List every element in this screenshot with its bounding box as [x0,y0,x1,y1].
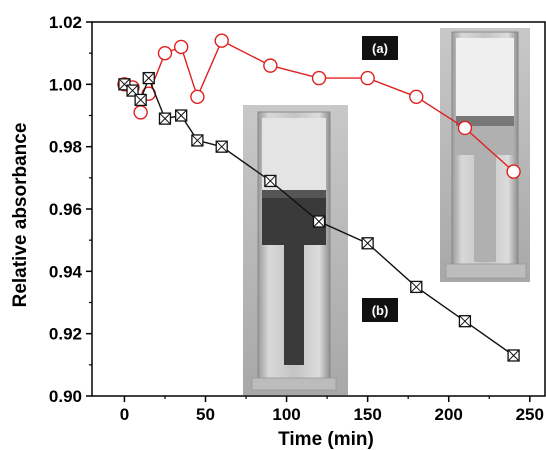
data-point [173,39,189,55]
x-tick-label: 200 [435,405,463,424]
x-tick-label: 100 [272,405,300,424]
data-point [360,70,375,86]
series-a-label: (a) [372,41,388,56]
data-point [142,71,155,85]
data-point [157,45,173,61]
data-point [214,33,229,48]
data-point [190,89,205,105]
y-tick-label: 0.92 [49,325,82,344]
series-b-label-box: (b) [362,298,398,322]
series-b [118,71,520,362]
data-point [264,174,277,188]
y-axis-label: Relative absorbance [10,123,31,308]
y-tick-label: 1.00 [49,75,82,94]
y-tick-label: 0.94 [49,262,83,281]
data-point [458,315,472,328]
data-point [507,349,520,362]
y-tick-label: 0.98 [49,138,82,157]
data-point [361,237,374,250]
data-point [311,70,327,86]
data-point [409,89,424,105]
inset-photo-a [440,28,530,282]
axis-ticks [86,21,531,402]
data-point [158,112,172,125]
data-point [175,109,188,122]
data-point [191,134,204,147]
data-point [134,93,147,107]
x-tick-label: 150 [353,405,381,424]
data-point [312,215,326,228]
axis-tick-labels: 0 50 100 150 200 250 0.90 0.92 0.94 0.96 0.98 1.00 1… [49,13,544,424]
inset-photo-b [243,105,348,395]
y-tick-label: 0.90 [49,387,82,406]
x-tick-label: 50 [196,405,215,424]
series-b-label: (b) [372,303,389,318]
data-point [133,105,148,120]
data-point [410,280,423,294]
data-point [263,58,278,73]
y-tick-label: 0.96 [49,200,82,219]
data-point [506,164,521,179]
series-a-label-box: (a) [362,36,398,60]
series-layer [117,33,521,362]
data-point [126,84,139,97]
x-tick-label: 250 [516,405,544,424]
series-a [117,33,521,179]
data-point [215,140,228,153]
x-tick-label: 0 [120,405,129,424]
data-point [457,120,473,136]
y-tick-label: 1.02 [49,13,82,32]
x-axis-label: Time (min) [278,429,374,450]
